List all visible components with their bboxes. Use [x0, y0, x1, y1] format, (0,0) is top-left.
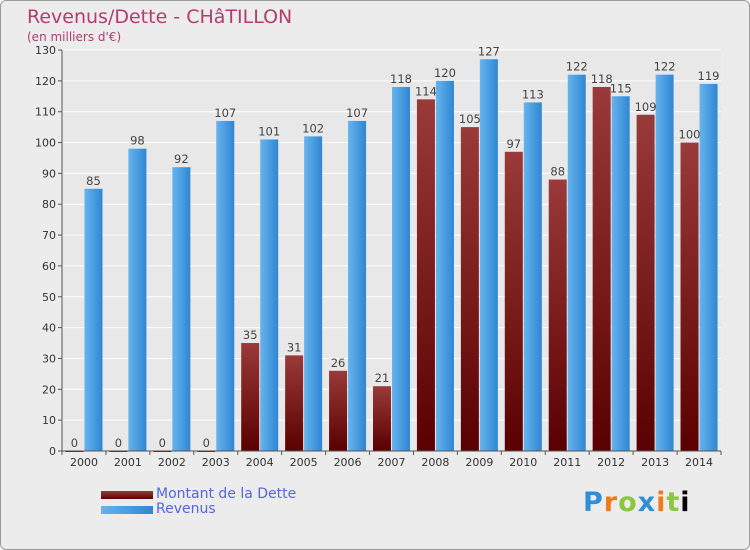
debt-bar — [285, 355, 304, 451]
debt-bar — [504, 151, 523, 452]
y-tick-label: 20 — [42, 383, 56, 396]
y-tick-label: 120 — [35, 75, 56, 88]
y-tick-label: 90 — [42, 167, 56, 180]
proxiti-logo: Proxiti — [583, 487, 691, 518]
x-tick-label: 2014 — [685, 456, 713, 469]
debt-bar — [636, 114, 655, 452]
revenue-value-label: 107 — [214, 106, 236, 120]
revenue-bar — [523, 102, 542, 451]
y-tick-label: 40 — [42, 322, 56, 335]
debt-value-label: 109 — [635, 100, 657, 114]
debt-bar — [680, 142, 699, 452]
x-tick-label: 2002 — [158, 456, 186, 469]
debt-value-label: 118 — [591, 72, 613, 86]
revenue-bar — [479, 59, 498, 451]
revenue-bar — [567, 74, 586, 451]
y-tick-label: 10 — [42, 414, 56, 427]
x-tick-label: 2003 — [202, 456, 230, 469]
debt-value-label: 100 — [679, 128, 701, 142]
x-tick-label: 2007 — [378, 456, 406, 469]
debt-value-label: 114 — [415, 84, 437, 98]
revenue-value-label: 102 — [302, 121, 324, 135]
revenue-bar — [392, 87, 410, 451]
revenue-value-label: 122 — [654, 60, 676, 74]
y-tick-label: 80 — [42, 198, 56, 211]
x-tick-label: 2009 — [465, 456, 493, 469]
y-tick-label: 30 — [42, 352, 56, 365]
y-tick-label: 60 — [42, 260, 56, 273]
x-tick-label: 2006 — [334, 456, 362, 469]
revenue-value-label: 122 — [566, 60, 588, 74]
revenue-value-label: 92 — [174, 152, 189, 166]
revenue-value-label: 115 — [610, 81, 632, 95]
chart-subtitle: (en milliers d'€) — [27, 30, 122, 44]
revenue-value-label: 85 — [86, 174, 101, 188]
revenue-value-label: 101 — [258, 124, 280, 138]
legend-swatch-dette — [101, 491, 153, 499]
revenue-bar — [128, 148, 147, 451]
y-tick-label: 0 — [49, 445, 56, 458]
y-tick-label: 70 — [42, 229, 56, 242]
debt-value-label: 0 — [159, 436, 166, 450]
debt-bar — [416, 99, 435, 451]
revenue-value-label: 120 — [434, 66, 456, 80]
y-tick-label: 50 — [42, 291, 56, 304]
debt-value-label: 0 — [203, 436, 210, 450]
x-tick-label: 2008 — [421, 456, 449, 469]
debt-value-label: 97 — [506, 137, 521, 151]
x-tick-label: 2012 — [597, 456, 625, 469]
revenue-bar — [216, 120, 235, 451]
legend-swatch-revenus — [101, 506, 153, 514]
debt-bar — [460, 127, 479, 451]
revenue-value-label: 127 — [478, 44, 500, 58]
x-tick-label: 2001 — [114, 456, 142, 469]
debt-value-label: 35 — [243, 328, 258, 342]
x-tick-label: 2011 — [553, 456, 581, 469]
x-tick-label: 2004 — [246, 456, 274, 469]
revenue-bar — [699, 83, 718, 451]
revenue-bar — [260, 139, 279, 451]
debt-bar — [592, 87, 611, 451]
plot-area — [62, 50, 721, 451]
debt-value-label: 0 — [115, 436, 122, 450]
revenue-bar — [611, 96, 630, 452]
debt-value-label: 0 — [71, 436, 78, 450]
debt-value-label: 31 — [287, 340, 302, 354]
revenue-value-label: 119 — [698, 69, 720, 83]
revenue-value-label: 118 — [390, 72, 412, 86]
revenue-bar — [172, 167, 191, 451]
x-tick-label: 2000 — [70, 456, 98, 469]
y-tick-label: 130 — [35, 44, 56, 57]
revenue-bar — [655, 74, 674, 451]
debt-bar — [373, 386, 391, 451]
y-tick-label: 100 — [35, 137, 56, 150]
revenue-value-label: 113 — [522, 87, 544, 101]
x-tick-label: 2013 — [641, 456, 669, 469]
debt-bar — [548, 179, 567, 452]
revenue-bar — [348, 120, 367, 451]
y-tick-label: 110 — [35, 106, 56, 119]
revenue-bar — [84, 188, 103, 452]
revenue-bar — [435, 80, 454, 451]
debt-bar — [241, 343, 260, 451]
debt-value-label: 105 — [459, 112, 481, 126]
chart-title: Revenus/Dette - CHâTILLON — [27, 6, 293, 28]
debt-value-label: 26 — [331, 356, 346, 370]
debt-value-label: 88 — [550, 165, 565, 179]
debt-bar — [329, 370, 348, 451]
legend-label-dette: Montant de la Dette — [156, 486, 297, 502]
legend-label-revenus: Revenus — [156, 501, 216, 517]
x-tick-label: 2005 — [290, 456, 318, 469]
revenue-value-label: 107 — [346, 106, 368, 120]
revenue-bar — [304, 136, 323, 451]
revenue-value-label: 98 — [130, 134, 145, 148]
debt-value-label: 21 — [375, 371, 390, 385]
x-tick-label: 2010 — [509, 456, 537, 469]
